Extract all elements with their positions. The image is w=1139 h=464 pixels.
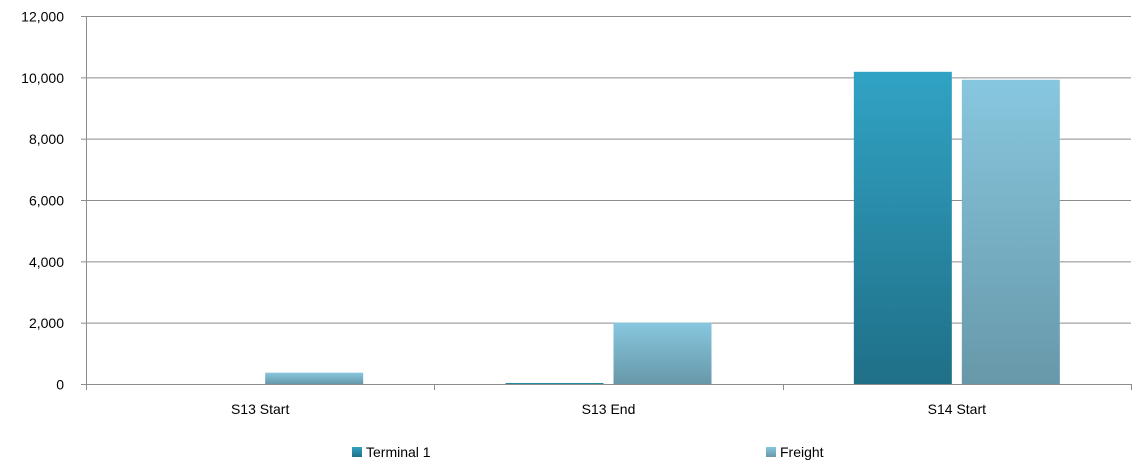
legend-swatch xyxy=(766,447,776,457)
legend-swatch xyxy=(352,447,362,457)
y-tick-label: 12,000 xyxy=(21,9,64,25)
bar-freight xyxy=(961,79,1060,384)
y-axis: 0 2,000 4,000 6,000 8,000 10,000 12,000 xyxy=(21,9,87,393)
y-tick-label: 4,000 xyxy=(29,254,64,270)
bar-freight xyxy=(613,322,712,384)
bar-terminal-1 xyxy=(505,383,604,384)
gridlines xyxy=(86,16,1131,385)
x-tick-label: S14 Start xyxy=(928,401,986,417)
y-tick-label: 6,000 xyxy=(29,193,64,209)
legend-label: Freight xyxy=(780,444,824,460)
y-tick-label: 2,000 xyxy=(29,315,64,331)
legend-label: Terminal 1 xyxy=(366,444,431,460)
x-axis: S13 Start S13 End S14 Start xyxy=(86,384,1132,417)
x-tick-label: S13 End xyxy=(582,401,636,417)
bars xyxy=(265,71,1060,385)
bar-freight xyxy=(265,372,364,384)
y-tick-label: 0 xyxy=(56,377,64,393)
legend: Terminal 1 Freight xyxy=(352,444,824,460)
y-tick-label: 8,000 xyxy=(29,131,64,147)
bar-terminal-1 xyxy=(853,71,952,385)
x-tick-label: S13 Start xyxy=(231,401,289,417)
y-tick-label: 10,000 xyxy=(21,70,64,86)
